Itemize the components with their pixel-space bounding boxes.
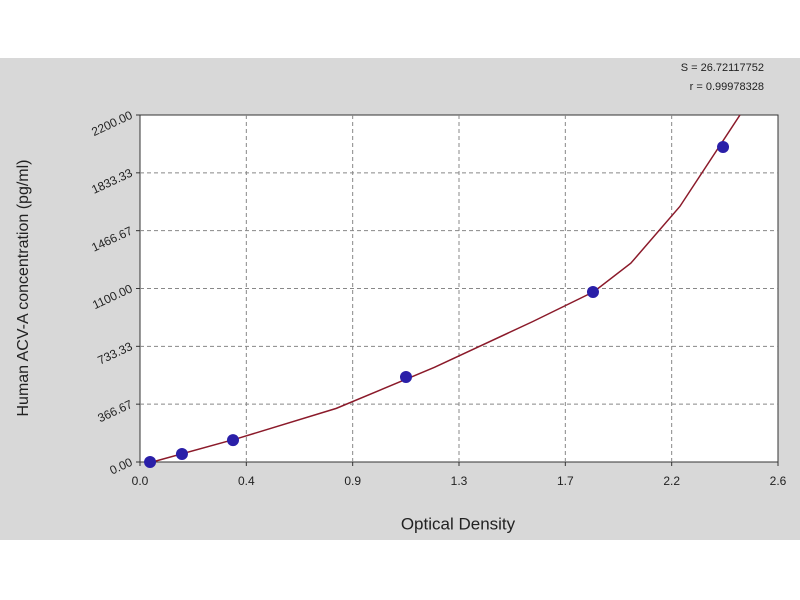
fit-curve [152,114,741,463]
x-tick-label: 1.7 [557,474,574,488]
x-tick-label: 2.2 [663,474,680,488]
x-axis-label: Optical Density [401,514,516,533]
data-point [586,285,599,298]
x-tick-label: 2.6 [770,474,787,488]
data-point [399,370,412,383]
x-tick-label: 0.4 [238,474,255,488]
data-point [144,456,157,468]
data-point [227,434,240,447]
x-tick-label: 1.3 [451,474,468,488]
x-tick-label: 0.0 [132,474,149,488]
data-point [175,447,188,460]
annotation: S = 26.72117752 [681,62,764,74]
x-tick-label: 0.9 [344,474,361,488]
data-point [717,141,730,154]
y-axis-label: Human ACV-A concentration (pg/ml) [15,159,32,416]
annotation: r = 0.99978328 [690,81,764,93]
